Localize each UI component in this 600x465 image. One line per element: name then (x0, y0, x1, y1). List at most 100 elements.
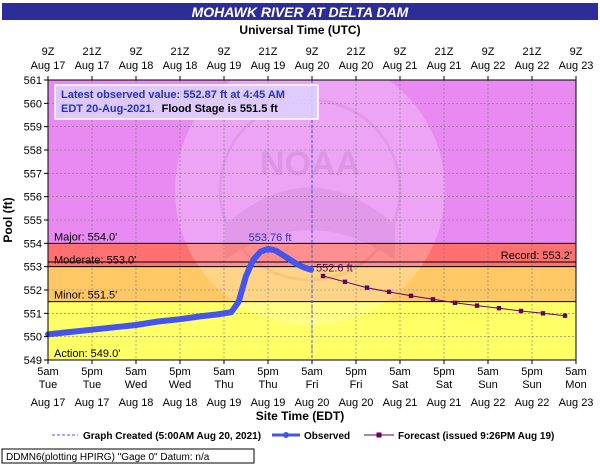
band-label-moderate: Moderate: 553.0' (54, 255, 136, 267)
x-tick-top-date: Aug 22 (471, 60, 506, 72)
x-tick-date: Aug 19 (207, 397, 242, 409)
x-tick-time: 5pm (521, 366, 542, 378)
band-label-major: Major: 554.0' (54, 231, 117, 243)
y-tick-label: 549 (24, 355, 42, 367)
y-tick-label: 552 (24, 285, 42, 297)
x-tick-date: Aug 21 (427, 397, 462, 409)
y-tick-label: 551 (24, 308, 42, 320)
title-bar (2, 3, 598, 20)
y-axis-title: Pool (ft) (1, 197, 15, 242)
x-tick-date: Aug 21 (383, 397, 418, 409)
x-tick-top-date: Aug 17 (75, 60, 110, 72)
x-tick-day: Thu (259, 379, 278, 391)
x-tick-top-date: Aug 19 (251, 60, 286, 72)
x-tick-time: 5pm (257, 366, 278, 378)
x-tick-top-time: 9Z (306, 46, 319, 58)
x-tick-date: Aug 19 (251, 397, 286, 409)
footer-box (1, 448, 255, 464)
y-tick-label: 557 (24, 168, 42, 180)
peak-label: 553.76 ft (249, 232, 292, 244)
x-tick-day: Wed (125, 379, 147, 391)
x-tick-top-time: 9Z (482, 46, 495, 58)
y-tick-label: 555 (24, 215, 42, 227)
legend-forecast-label: Forecast (issued 9:26PM Aug 19) (398, 431, 554, 442)
x-axis-top-ticks: 9Z Aug 17 21Z Aug 17 9Z Aug 18 21Z Aug 18 9Z Aug … (31, 46, 594, 80)
x-tick-time: 5am (389, 366, 410, 378)
top-axis-title: Universal Time (UTC) (239, 23, 360, 37)
info-box-bg (54, 84, 319, 120)
y-tick-label: 560 (24, 98, 42, 110)
x-tick-top-time: 21Z (347, 46, 366, 58)
chart-title: MOHAWK RIVER AT DELTA DAM (192, 4, 409, 20)
x-tick-day: Fri (350, 379, 363, 391)
y-tick-label: 553 (24, 262, 42, 274)
forecast-point (364, 285, 370, 290)
x-tick-time: 5pm (433, 366, 454, 378)
x-tick-date: Aug 18 (163, 397, 198, 409)
x-tick-top-date: Aug 21 (383, 60, 418, 72)
x-tick-date: Aug 22 (471, 397, 506, 409)
x-tick-top-date: Aug 23 (559, 60, 594, 72)
x-tick-day: Thu (215, 379, 234, 391)
band-label-action: Action: 549.0' (54, 348, 120, 360)
legend: Graph Created (5:00AM Aug 20, 2021) Obse… (52, 431, 554, 442)
x-tick-time: 5pm (345, 366, 366, 378)
y-tick-label: 554 (24, 238, 42, 250)
info-box: Latest observed value: 552.87 ft at 4:45… (54, 84, 319, 120)
legend-forecast-marker (376, 432, 382, 438)
threshold-lines: Action: 549.0' Minor: 551.5' Moderate: 553… (48, 80, 576, 360)
x-tick-day: Sat (392, 379, 409, 391)
bottom-axis-title: Site Time (EDT) (256, 409, 344, 423)
x-tick-day: Tue (39, 379, 58, 391)
forecast-point (342, 279, 348, 285)
x-tick-time: 5pm (81, 366, 102, 378)
x-tick-day: Sat (436, 379, 453, 391)
x-tick-time: 5am (477, 366, 498, 378)
x-tick-date: Aug 22 (515, 397, 550, 409)
forecast-point (386, 289, 392, 295)
x-tick-top-time: 21Z (83, 46, 102, 58)
y-tick-label: 550 (24, 332, 42, 344)
latest-label: 552.6 ft (316, 263, 353, 275)
x-tick-day: Fri (306, 379, 319, 391)
info-line-2: EDT 20-Aug-2021. Flood Stage is 551.5 ft (61, 103, 278, 115)
x-tick-top-date: Aug 20 (339, 60, 374, 72)
forecast-point (474, 303, 480, 308)
x-tick-top-date: Aug 18 (119, 60, 154, 72)
forecast-series-line (322, 275, 566, 317)
x-tick-top-time: 21Z (435, 46, 454, 58)
x-tick-top-date: Aug 19 (207, 60, 242, 72)
x-tick-date: Aug 20 (339, 397, 374, 409)
x-tick-top-date: Aug 22 (515, 60, 550, 72)
x-tick-top-time: 21Z (523, 46, 542, 58)
y-axis-ticks: 549 550 551 552 553 554 555 556 557 558 559 560 561 (24, 75, 48, 367)
x-tick-top-time: 21Z (171, 46, 190, 58)
watermark-text: NOAA (260, 145, 360, 183)
observed-series-line (45, 245, 315, 338)
x-tick-top-time: 9Z (394, 46, 407, 58)
forecast-point (562, 313, 568, 318)
x-tick-date: Aug 20 (295, 397, 330, 409)
legend-observed-label: Observed (304, 431, 350, 442)
x-tick-day: Sun (478, 379, 498, 391)
info-line-2-flood: Flood Stage is 551.5 ft (162, 103, 278, 115)
y-tick-label: 558 (24, 145, 42, 157)
x-tick-top-date: Aug 21 (427, 60, 462, 72)
x-tick-top-date: Aug 17 (31, 60, 66, 72)
noaa-watermark: NOAA (175, 55, 445, 325)
y-tick-label: 561 (24, 75, 42, 87)
forecast-point (408, 293, 414, 299)
x-tick-top-time: 9Z (570, 46, 583, 58)
forecast-point (496, 306, 502, 311)
x-tick-top-time: 9Z (42, 46, 55, 58)
footer-text: DDMN6(plotting HPIRG) "Gage 0" Datum: n/… (6, 452, 210, 463)
forecast-point (452, 300, 458, 306)
x-tick-top-date: Aug 18 (163, 60, 198, 72)
forecast-point (320, 273, 326, 279)
x-tick-day: Wed (169, 379, 191, 391)
legend-observed-marker (283, 432, 289, 438)
x-tick-day: Sun (522, 379, 542, 391)
x-tick-top-date: Aug 20 (295, 60, 330, 72)
forecast-point (540, 311, 546, 316)
